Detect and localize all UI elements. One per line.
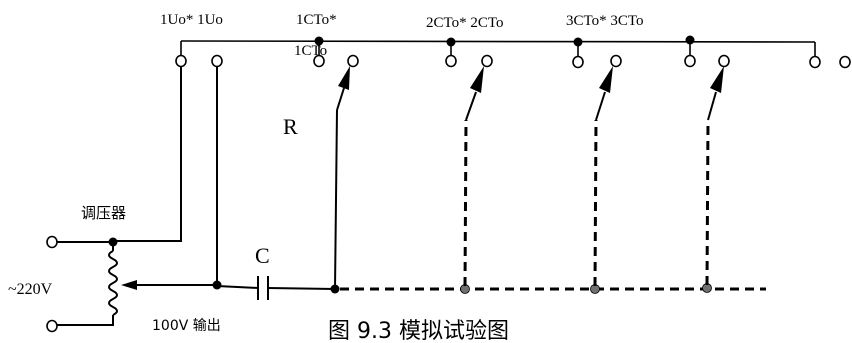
regulator-coil <box>46 242 217 333</box>
junction-dot <box>685 35 695 45</box>
branch-2 <box>460 66 484 294</box>
voltage-lines <box>46 67 222 290</box>
terminal-2cto-star <box>445 54 457 68</box>
branch-4 <box>702 66 724 293</box>
supply-terminal-bottom <box>46 319 58 333</box>
terminal-end-a <box>809 55 821 69</box>
branch-3 <box>590 66 613 294</box>
terminal-4cto <box>718 54 730 68</box>
terminal-4cto-star <box>684 54 696 68</box>
label-3cto: 3CTo* 3CTo <box>566 13 644 29</box>
branch-1 <box>330 66 350 294</box>
terminal-3cto-star <box>572 55 584 69</box>
terminal-row <box>175 54 851 69</box>
top-bus <box>180 35 816 57</box>
supply-terminal-top <box>46 235 58 249</box>
arrow-icon <box>710 66 724 93</box>
label-regulator: 调压器 <box>81 204 126 222</box>
terminal-1cto-star <box>313 54 325 68</box>
junction-dot <box>446 37 456 47</box>
label-resistor: R <box>283 114 298 139</box>
label-supply: ~220V <box>8 281 53 298</box>
arrow-icon <box>470 66 484 93</box>
label-capacitor: C <box>255 243 270 268</box>
arrow-icon <box>599 66 613 93</box>
junction-dot <box>573 37 583 47</box>
terminal-1uo-star <box>175 54 187 68</box>
label-2cto: 2CTo* 2CTo <box>426 15 504 31</box>
capacitor <box>216 276 336 300</box>
terminal-2cto <box>481 54 493 68</box>
terminal-1uo <box>211 54 223 68</box>
junction-dot <box>314 36 324 46</box>
terminal-3cto <box>610 54 622 68</box>
label-1cto-polarity: 1CTo* <box>296 12 337 28</box>
arrow-icon <box>338 66 350 90</box>
figure-caption: 图 9.3 模拟试验图 <box>328 319 509 343</box>
label-1uo: 1Uo* 1Uo <box>160 12 223 28</box>
label-output: 100V 输出 <box>152 318 221 334</box>
terminal-end-b <box>839 55 851 69</box>
terminal-1cto <box>347 54 359 68</box>
wiper-arrow-icon <box>121 280 137 290</box>
